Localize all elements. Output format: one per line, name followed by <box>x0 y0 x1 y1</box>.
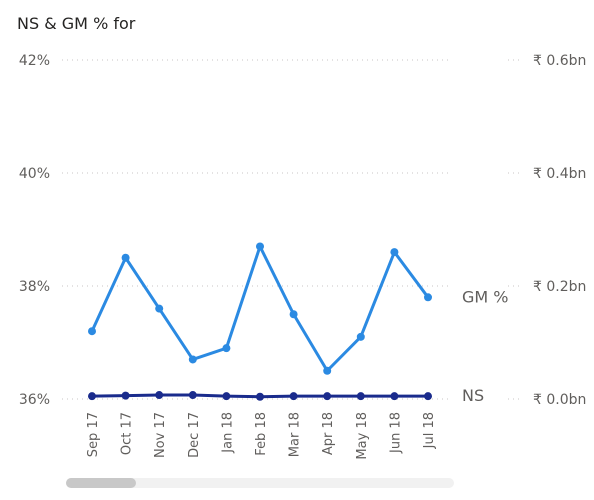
data-point-ns <box>155 391 164 400</box>
y-right-tick-label: ₹ 0.4bn <box>533 166 586 182</box>
data-point-ns <box>390 392 399 401</box>
data-point-ns <box>323 392 332 401</box>
data-point-gm <box>390 248 399 257</box>
scrollbar-thumb[interactable] <box>66 478 136 488</box>
data-point-ns <box>356 392 365 401</box>
data-point-ns <box>424 392 432 401</box>
data-point-ns <box>289 392 298 401</box>
x-tick-label: May 18 <box>355 412 370 460</box>
data-point-ns <box>188 391 197 400</box>
x-tick-label: Apr 18 <box>321 412 336 455</box>
data-point-gm <box>155 304 164 313</box>
data-point-ns <box>256 392 264 401</box>
y-left-tick-label: 42% <box>19 53 50 69</box>
data-point-gm <box>121 253 130 262</box>
x-tick-label: Nov 17 <box>153 412 168 458</box>
data-point-gm <box>424 293 432 302</box>
data-point-gm <box>356 332 365 341</box>
x-tick-label: Dec 17 <box>187 412 202 458</box>
data-point-gm <box>188 355 197 364</box>
x-tick-label: Jun 18 <box>388 412 403 454</box>
series-label-gm: GM % <box>462 287 509 306</box>
series-label-ns: NS <box>462 386 484 405</box>
x-tick-label: Sep 17 <box>86 412 101 457</box>
data-point-ns <box>88 392 96 401</box>
data-point-gm <box>289 310 298 319</box>
chart-title: NS & GM % for <box>17 14 136 33</box>
data-point-gm <box>256 242 264 251</box>
y-right-tick-label: ₹ 0.0bn <box>533 392 586 408</box>
y-right-tick-label: ₹ 0.6bn <box>533 53 586 69</box>
data-point-gm <box>88 327 96 336</box>
x-tick-label: Jul 18 <box>422 412 437 449</box>
series-line-gm <box>90 244 430 373</box>
x-tick-label: Jan 18 <box>220 412 235 454</box>
y-left-tick-label: 36% <box>19 392 50 408</box>
x-tick-label: Mar 18 <box>288 412 303 457</box>
y-left-tick-label: 40% <box>19 166 50 182</box>
x-tick-label: Feb 18 <box>254 412 269 456</box>
x-tick-label: Oct 17 <box>120 412 135 455</box>
y-left-tick-label: 38% <box>19 279 50 295</box>
horizontal-scrollbar[interactable] <box>66 478 454 488</box>
data-point-gm <box>222 344 231 353</box>
data-point-gm <box>323 366 332 375</box>
data-point-ns <box>222 392 231 401</box>
data-point-ns <box>121 391 130 400</box>
y-right-tick-label: ₹ 0.2bn <box>533 279 586 295</box>
